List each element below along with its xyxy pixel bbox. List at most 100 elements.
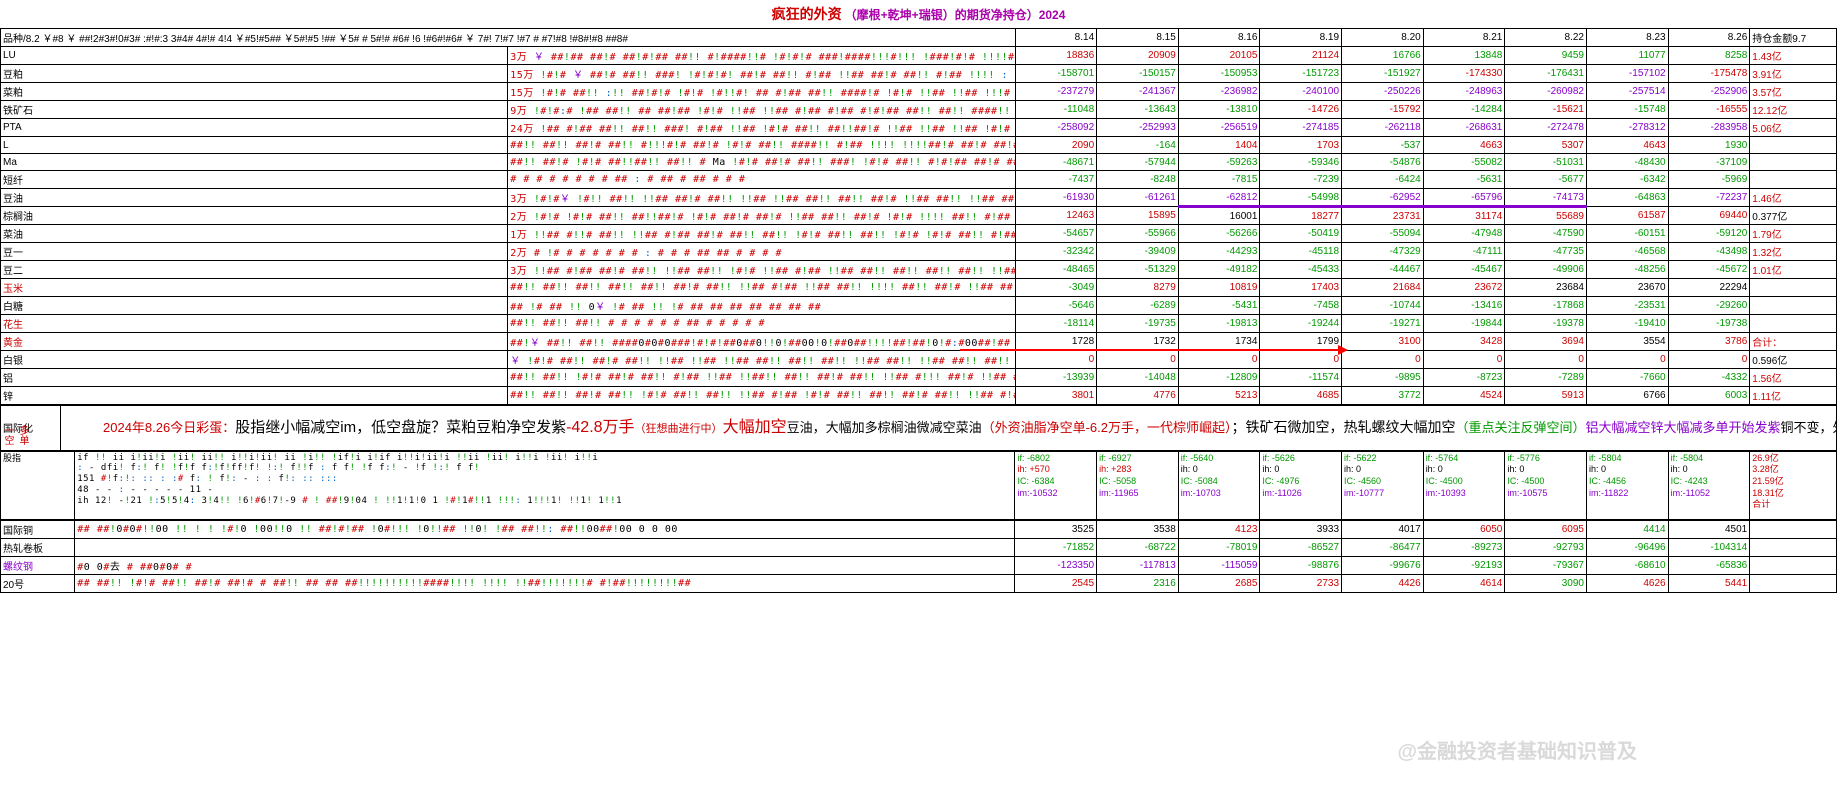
amt-cell: 3.91亿	[1750, 65, 1837, 83]
value-cell: -48671	[1015, 154, 1097, 171]
value-cell: 10819	[1178, 279, 1260, 297]
sparkline: ##!! ##!! ##!# ##!! #!!!#!# ##!# !#!# ##…	[508, 137, 1015, 154]
amt-cell: 1.32亿	[1750, 243, 1837, 261]
amt-cell	[1750, 520, 1837, 538]
row-name: 国际铜	[1, 520, 75, 538]
value-cell: 6766	[1586, 387, 1668, 405]
row-name: 白银	[1, 351, 508, 369]
value-cell: -236982	[1178, 83, 1260, 101]
value-cell: -86477	[1342, 538, 1424, 556]
value-cell: -258092	[1015, 119, 1097, 137]
row-name: Ma	[1, 154, 508, 171]
value-cell: -14048	[1097, 369, 1179, 387]
value-cell: 0	[1505, 351, 1587, 369]
amt-cell: 0.377亿	[1750, 207, 1837, 225]
value-cell: -65836	[1668, 556, 1750, 574]
value-cell: -240100	[1260, 83, 1342, 101]
value-cell: 5913	[1505, 387, 1587, 405]
value-cell: 6095	[1505, 520, 1587, 538]
value-cell: -65796	[1423, 189, 1505, 207]
value-cell: -6342	[1586, 171, 1668, 189]
value-cell: -32342	[1015, 243, 1097, 261]
value-cell: 3694	[1505, 333, 1587, 351]
value-cell: -250226	[1342, 83, 1424, 101]
value-cell: 3554	[1586, 333, 1668, 351]
value-cell: -151927	[1342, 65, 1424, 83]
value-cell: -150953	[1178, 65, 1260, 83]
row-name: 螺纹钢	[1, 556, 75, 574]
value-cell: 20105	[1178, 47, 1260, 65]
row-name: PTA	[1, 119, 508, 137]
col-amt: 持仓金额9.7	[1750, 29, 1837, 47]
value-cell: -6289	[1097, 297, 1179, 315]
watermark: @金融投资者基础知识普及	[1397, 735, 1637, 764]
value-cell: -64863	[1586, 189, 1668, 207]
row-name: 花生	[1, 315, 508, 333]
value-cell: -74173	[1505, 189, 1587, 207]
value-cell: 18277	[1260, 207, 1342, 225]
value-cell: -16555	[1668, 101, 1750, 119]
value-cell: -252906	[1668, 83, 1750, 101]
value-cell: 1703	[1260, 137, 1342, 154]
amt-cell	[1750, 137, 1837, 154]
value-cell: 22294	[1668, 279, 1750, 297]
value-cell: 0	[1586, 351, 1668, 369]
value-cell: -123350	[1015, 556, 1097, 574]
value-cell: -96496	[1586, 538, 1668, 556]
index-table: 股指if !! ii i!ii!i !ii! ii!! i!!i!ii! ii …	[0, 451, 1837, 520]
idx-cell: if: -5804ih: 0IC: -4243im:-11052	[1668, 451, 1750, 519]
value-cell: 0	[1423, 351, 1505, 369]
value-cell: -7815	[1178, 171, 1260, 189]
sparkline: 1万 !!## #!!# ##!! !!## #!## ##!# ##!! ##…	[508, 225, 1015, 243]
value-cell: -12809	[1178, 369, 1260, 387]
value-cell: -59346	[1260, 154, 1342, 171]
value-cell: -176431	[1505, 65, 1587, 83]
value-cell: 3538	[1097, 520, 1179, 538]
col-date: 8.22	[1505, 29, 1587, 47]
value-cell: -60151	[1586, 225, 1668, 243]
value-cell: 2733	[1260, 574, 1342, 592]
value-cell: 3090	[1505, 574, 1587, 592]
row-name: 短纤	[1, 171, 508, 189]
value-cell: -45433	[1260, 261, 1342, 279]
value-cell: 3786	[1668, 333, 1750, 351]
value-cell: 23672	[1423, 279, 1505, 297]
value-cell: -45672	[1668, 261, 1750, 279]
value-cell: -260982	[1505, 83, 1587, 101]
value-cell: -47948	[1423, 225, 1505, 243]
value-cell: -115059	[1178, 556, 1260, 574]
col-date: 8.15	[1097, 29, 1179, 47]
value-cell: -89273	[1423, 538, 1505, 556]
sparkline: ##!! ##!! ##!# ##!! !#!# ##!! ##!! !!## …	[508, 387, 1015, 405]
sparkline: ## ##!0#0#!!00 !! ! ! !#!0 !00!!0 !! ##!…	[75, 520, 1015, 538]
amt-cell: 1.79亿	[1750, 225, 1837, 243]
value-cell: -278312	[1586, 119, 1668, 137]
value-cell: -99676	[1342, 556, 1424, 574]
row-name: 20号	[1, 574, 75, 592]
value-cell: -117813	[1097, 556, 1179, 574]
value-cell: 4614	[1423, 574, 1505, 592]
value-cell: 2316	[1097, 574, 1179, 592]
value-cell: 4017	[1342, 520, 1424, 538]
amt-cell	[1750, 171, 1837, 189]
value-cell: 23684	[1505, 279, 1587, 297]
value-cell: -256519	[1178, 119, 1260, 137]
row-name: 菜粕	[1, 83, 508, 101]
value-cell: -237279	[1015, 83, 1097, 101]
value-cell: 69440	[1668, 207, 1750, 225]
value-cell: 12463	[1015, 207, 1097, 225]
value-cell: -5677	[1505, 171, 1587, 189]
value-cell: 3525	[1015, 520, 1097, 538]
idx-cell: if: -5626ih: 0IC: -4976im:-11026	[1260, 451, 1342, 519]
value-cell: 55689	[1505, 207, 1587, 225]
amt-cell: 1.56亿	[1750, 369, 1837, 387]
row-name: 豆一	[1, 243, 508, 261]
value-cell: 6050	[1423, 520, 1505, 538]
value-cell: -257514	[1586, 83, 1668, 101]
value-cell: -18114	[1015, 315, 1097, 333]
sparkline: ##!￥ ##!! ##!! ####0#0#0###!#!#!##0##0!!…	[508, 333, 1015, 351]
value-cell: -59120	[1668, 225, 1750, 243]
amt-cell: 12.12亿	[1750, 101, 1837, 119]
value-cell: 20909	[1097, 47, 1179, 65]
sparkline: 3万 !!## #!## ##!# ##!! !!## ##!! !#!# !!…	[508, 261, 1015, 279]
